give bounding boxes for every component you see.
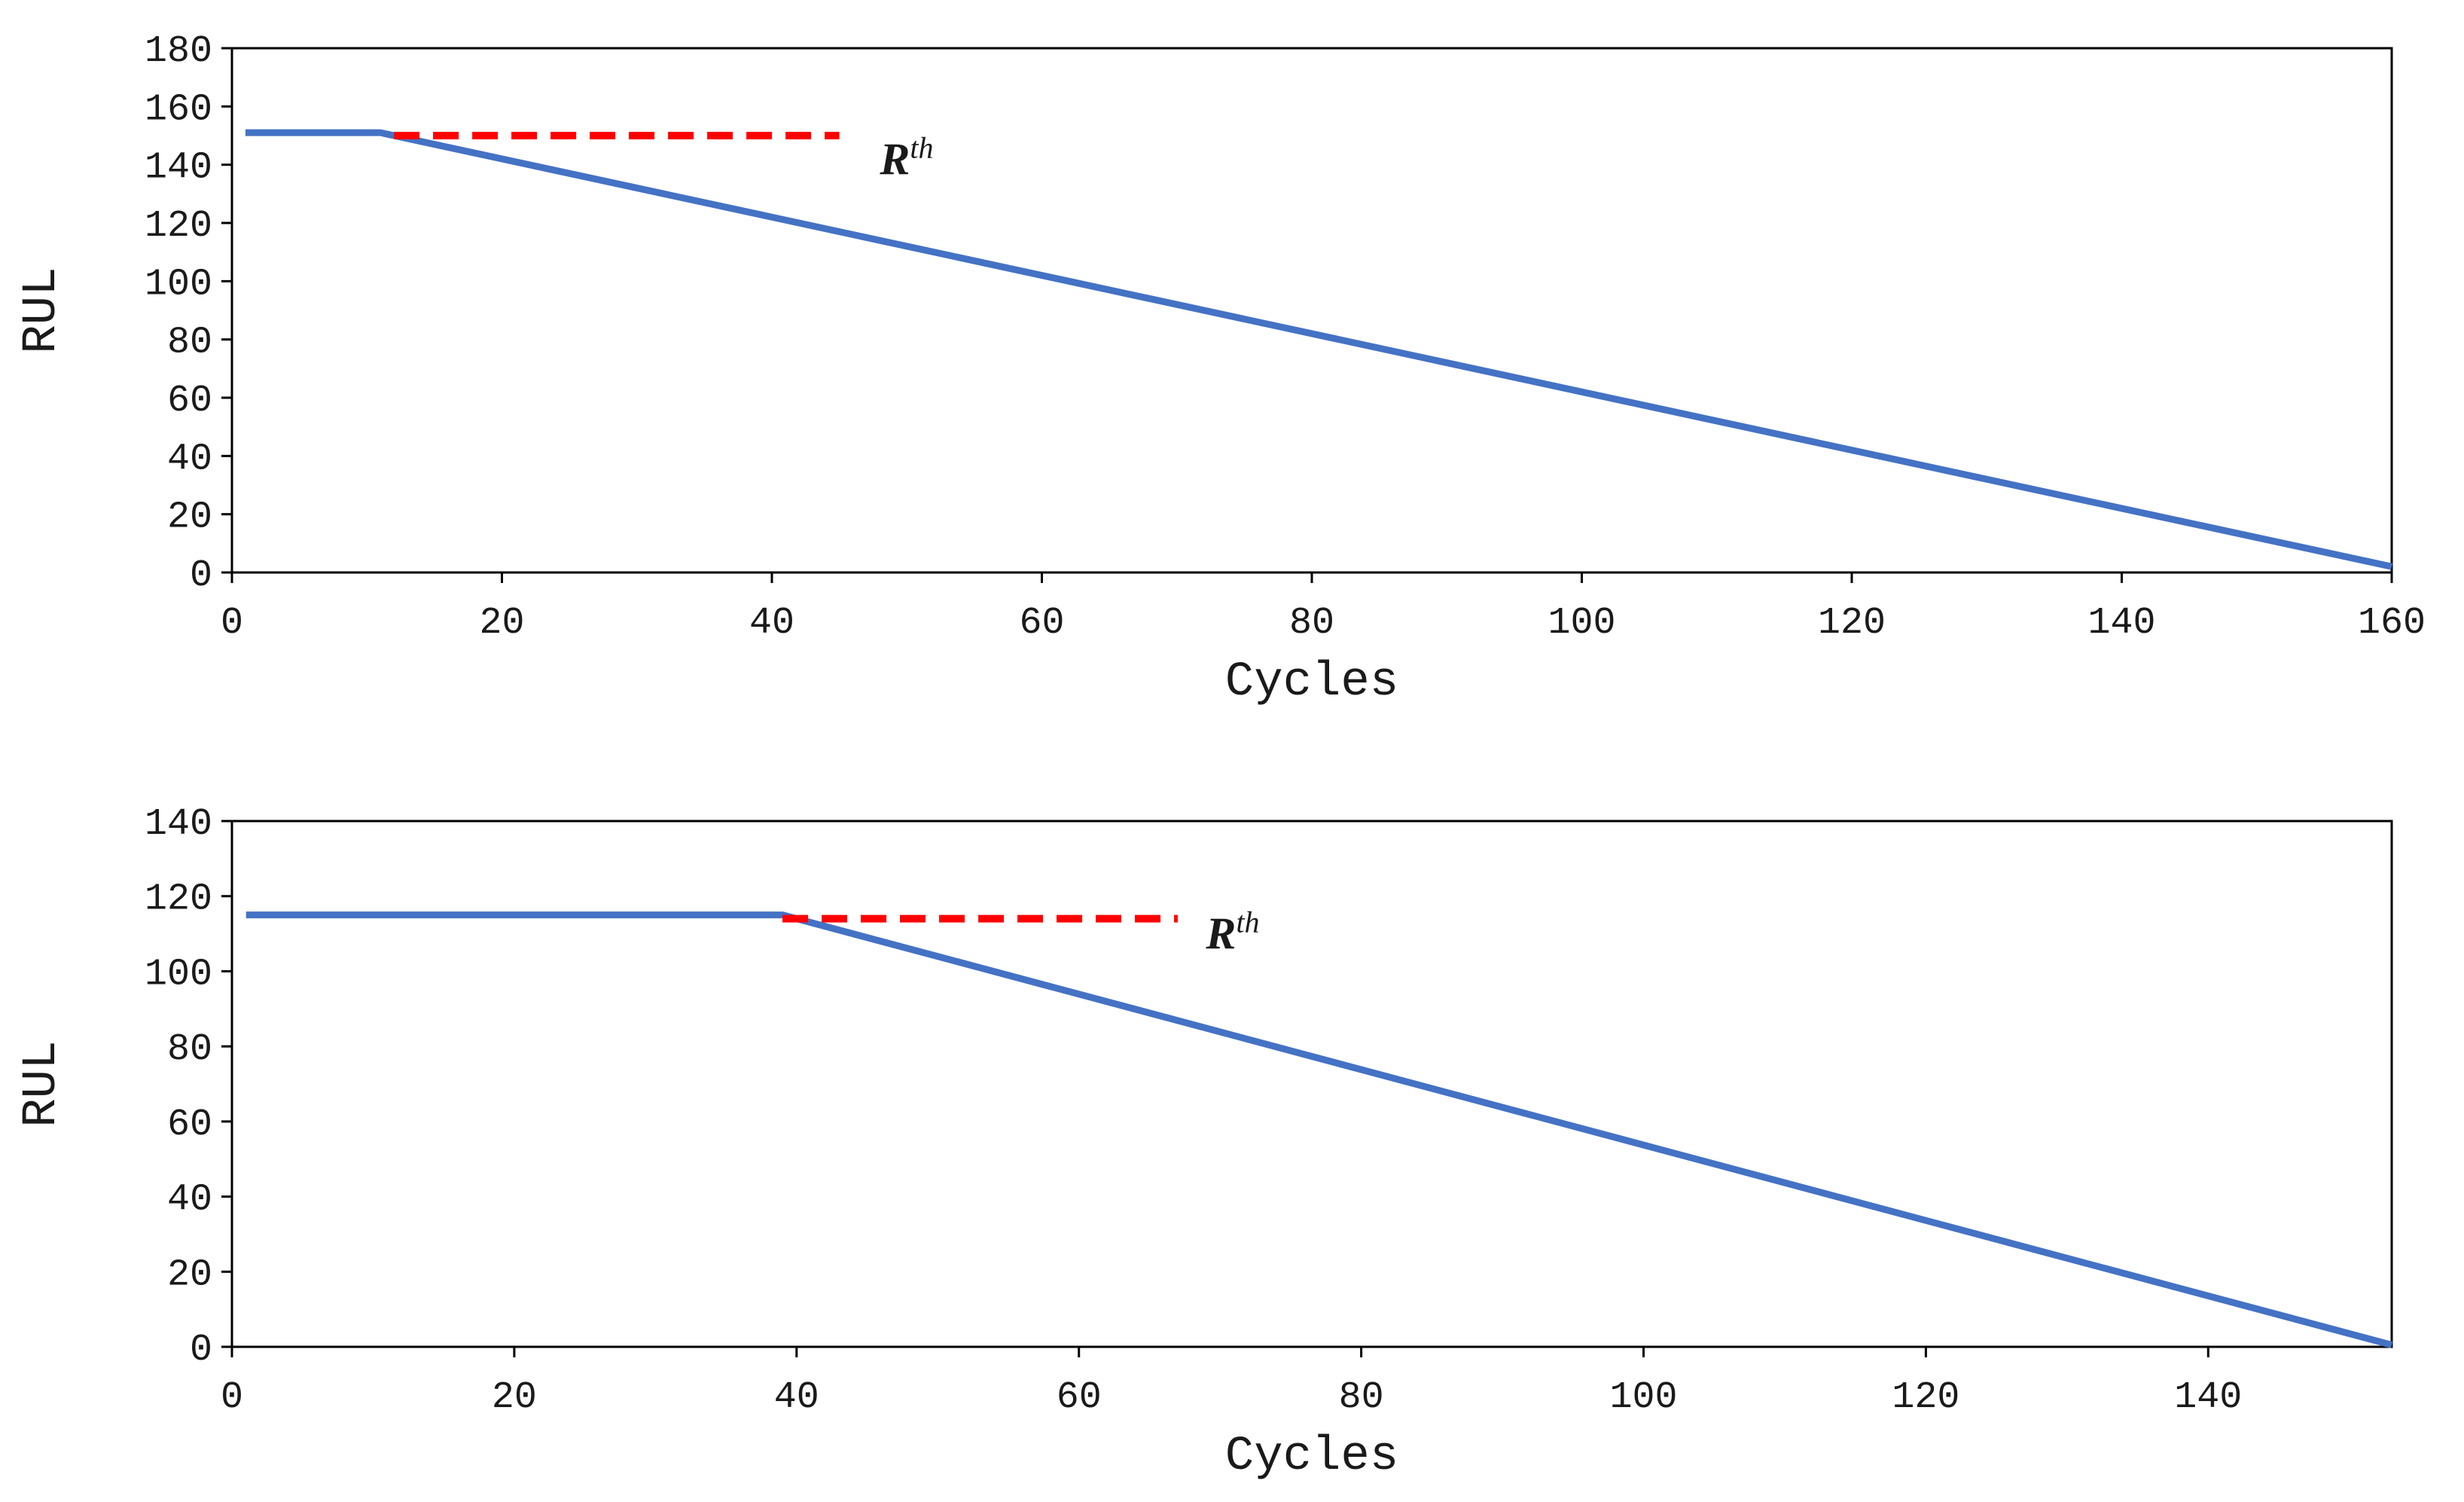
x-tick-label: 120: [1892, 1376, 1959, 1419]
x-tick-label: 20: [492, 1376, 537, 1419]
y-tick-label: 120: [145, 205, 212, 248]
y-tick-label: 100: [145, 263, 212, 306]
plot-frame: [230, 820, 2393, 1348]
annotation-base: R: [1205, 909, 1236, 959]
x-tick-label: 60: [1057, 1376, 1102, 1419]
chart-panel-1: 0 20 40 60 80 100 120 140 160 180 0 20 40 60 80 100 120 1…: [15, 30, 2426, 710]
x-axis-label: Cycles: [1225, 655, 1398, 710]
x-tick-label: 20: [479, 602, 524, 645]
x-tick-label: 0: [221, 602, 243, 645]
threshold-annotation: Rth: [1205, 905, 1259, 959]
x-axis-label: Cycles: [1225, 1430, 1398, 1484]
y-tick-label: 180: [145, 30, 212, 73]
chart-panel-2: 0 20 40 60 80 100 120 140 0 20 40 60 80 100 120 140 Cycl…: [15, 803, 2393, 1484]
x-tick-label: 40: [774, 1376, 819, 1419]
y-tick-label: 80: [167, 1028, 212, 1071]
y-tick-label: 100: [145, 953, 212, 996]
x-tick-label: 100: [1610, 1376, 1678, 1419]
y-tick-label: 60: [167, 1104, 212, 1146]
y-axis-label: RUL: [15, 1040, 69, 1127]
annotation-superscript: th: [1236, 905, 1259, 939]
y-tick-label: 0: [190, 554, 212, 597]
y-tick-label: 140: [145, 803, 212, 846]
y-tick-label: 20: [167, 1253, 212, 1296]
x-tick-label: 40: [749, 602, 794, 645]
y-axis-label: RUL: [15, 267, 69, 353]
x-tick-label: 60: [1019, 602, 1064, 645]
y-tick-label: 20: [167, 496, 212, 539]
y-tick-label: 120: [145, 878, 212, 921]
annotation-base: R: [879, 135, 910, 185]
y-tick-label: 40: [167, 438, 212, 481]
y-tick-label: 160: [145, 88, 212, 131]
y-tick-label: 140: [145, 147, 212, 190]
x-tick-label: 140: [2087, 602, 2155, 645]
y-tick-label: 0: [190, 1329, 212, 1372]
x-tick-label: 100: [1548, 602, 1615, 645]
rul-series-line: [245, 129, 2392, 570]
y-tick-label: 60: [167, 380, 212, 423]
x-tick-label: 140: [2174, 1376, 2242, 1419]
x-tick-label: 80: [1289, 602, 1334, 645]
annotation-superscript: th: [910, 131, 933, 165]
threshold-annotation: Rth: [879, 131, 933, 185]
x-tick-label: 120: [1818, 602, 1886, 645]
rul-series-line: [245, 911, 2393, 1348]
x-tick-label: 160: [2358, 602, 2426, 645]
x-tick-label: 80: [1339, 1376, 1384, 1419]
y-tick-label: 80: [167, 322, 212, 365]
x-tick-label: 0: [221, 1376, 243, 1419]
y-tick-label: 40: [167, 1179, 212, 1222]
